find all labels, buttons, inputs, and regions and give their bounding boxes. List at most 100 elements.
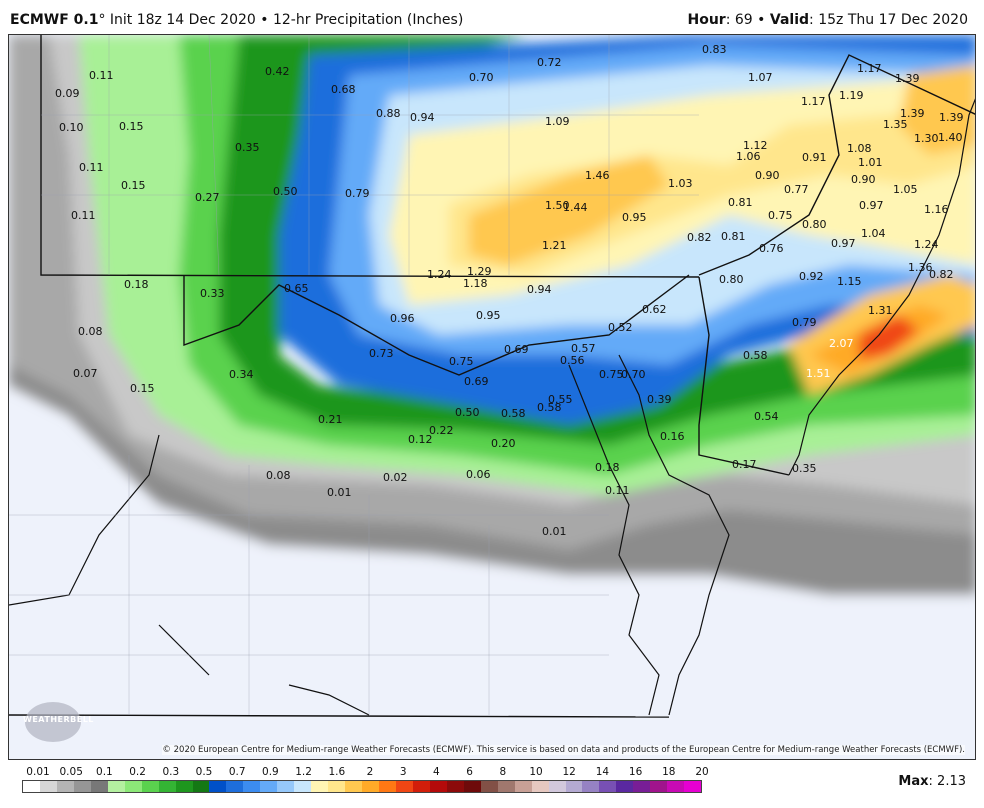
legend-tick-label: 3 [399,766,407,778]
precip-value-labels: 0.11 0.09 0.10 0.11 0.11 0.15 0.15 0.35 0.27 0.42… [55,43,964,538]
color-legend: 0.01 0.05 0.1 0.2 0.3 0.5 0.7 0.9 1.2 1.6 2 3 4 6 8 10 1… [0,762,984,808]
precip-value-label: 0.08 [78,325,103,338]
precip-value-label: 1.24 [914,238,939,251]
legend-tick-label: 18 [662,766,676,778]
map-header: ECMWF 0.1° Init 18z 14 Dec 2020 • 12-hr … [0,0,984,34]
virginia-west-border [9,434,160,606]
new-jersey-border [698,54,975,276]
precip-value-label: 1.35 [883,118,908,131]
precip-value-label: 1.29 [467,265,492,278]
precip-value-label: 2.07 [829,337,854,350]
precip-value-label: 0.69 [464,375,489,388]
delaware-border [698,276,790,476]
legend-swatch [124,781,142,792]
precip-value-label: 0.75 [599,368,624,381]
precip-value-label: 0.91 [802,151,827,164]
legend-swatch [412,781,430,792]
precip-value-label: 0.69 [504,343,529,356]
max-value: Max: 2.13 [898,774,966,789]
precip-value-label: 0.97 [859,199,884,212]
precip-value-label: 0.27 [195,191,220,204]
precip-value-label: 0.83 [702,43,727,56]
legend-swatch [599,781,617,792]
legend-tick-label: 20 [695,766,709,778]
legend-swatch [39,781,57,792]
precip-value-label: 1.44 [563,201,588,214]
precip-value-label: 0.18 [595,461,620,474]
precip-value-label: 0.82 [929,268,954,281]
precip-value-label: 0.02 [383,471,408,484]
precip-value-label: 0.50 [273,185,298,198]
legend-swatch [141,781,159,792]
precip-value-label: 0.96 [390,312,415,325]
precip-value-label: 1.24 [427,268,452,281]
legend-swatch [294,781,312,792]
legend-swatch [379,781,396,792]
legend-tick-label: 2 [366,766,374,778]
precip-value-label: 0.35 [792,462,817,475]
precip-value-label: 0.55 [548,393,573,406]
maryland-border [183,274,690,376]
map-title: ECMWF 0.1° Init 18z 14 Dec 2020 • 12-hr … [10,12,464,28]
legend-tick-label: 4 [433,766,440,778]
precip-value-label: 0.68 [331,83,356,96]
legend-swatch [429,781,447,792]
precip-value-label: 1.08 [847,142,872,155]
legend-swatch [328,781,346,792]
legend-tick-label: 0.9 [262,766,279,778]
legend-tick-label: 8 [499,766,507,778]
precip-value-label: 0.16 [660,430,685,443]
precip-value-label: 1.31 [868,304,893,317]
logo-emblem [25,702,81,742]
precip-value-label: 0.58 [743,349,768,362]
james-river [288,684,370,716]
precip-value-label: 0.75 [449,355,474,368]
legend-swatch [192,781,210,792]
legend-swatch [243,781,261,792]
precip-value-label: 0.81 [728,196,753,209]
legend-ticks: 0.01 0.05 0.1 0.2 0.3 0.5 0.7 0.9 1.2 1.6 2 3 4 6 8 10 1… [22,766,708,780]
legend-swatch [23,781,40,792]
precip-value-label: 1.07 [748,71,773,84]
precip-value-label: 1.39 [895,72,920,85]
precip-value-label: 0.80 [719,273,744,286]
precip-value-label: 0.11 [79,161,104,174]
precip-value-label: 1.04 [861,227,886,240]
precip-value-label: 1.12 [743,139,768,152]
legend-swatch [56,781,74,792]
precip-value-label: 0.82 [687,231,712,244]
legend-color-bar [22,780,702,793]
north-carolina-border [9,714,670,718]
legend-swatch [633,781,651,792]
legend-tick-label: 0.7 [228,766,246,778]
legend-swatch [531,781,549,792]
legend-swatch [684,781,702,792]
precip-value-label: 0.92 [799,270,824,283]
legend-swatch [463,781,481,792]
precip-value-label: 0.62 [642,303,667,316]
precip-value-label: 0.95 [622,211,647,224]
legend-swatch [565,781,583,792]
forecast-hour: 69 [734,12,753,28]
precip-value-label: 0.94 [527,283,552,296]
precip-value-label: 0.94 [410,111,435,124]
precip-value-label: 0.88 [376,107,401,120]
precip-value-label: 1.09 [545,115,570,128]
precip-value-label: 0.15 [130,382,155,395]
coastline [9,98,975,716]
legend-tick-label: 0.2 [129,766,146,778]
legend-swatch [345,781,363,792]
precip-value-label: 1.39 [900,107,925,120]
precip-value-label: 0.79 [345,187,370,200]
legend-swatch [616,781,634,792]
map-canvas: 0.11 0.09 0.10 0.11 0.11 0.15 0.15 0.35 0.27 0.42… [9,35,975,759]
precip-value-label: 1.36 [908,261,933,274]
precip-value-label: 1.46 [585,169,610,182]
precipitation-map: 0.11 0.09 0.10 0.11 0.11 0.15 0.15 0.35 0.27 0.42… [8,34,976,760]
delmarva-shore [618,354,730,716]
precip-value-label: 1.06 [736,150,761,163]
precip-value-label: 1.18 [463,277,488,290]
precip-value-label: 0.15 [121,179,146,192]
county-lines [9,35,699,715]
precip-value-label: 0.81 [721,230,746,243]
